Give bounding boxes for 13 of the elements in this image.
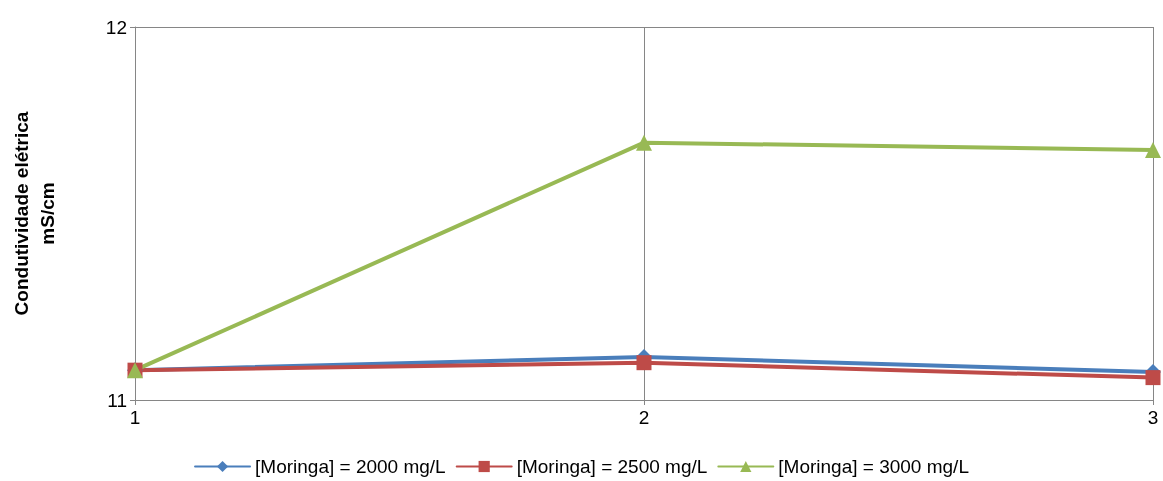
y-tick-label: 12 bbox=[105, 16, 127, 38]
legend-label: [Moringa] = 2500 mg/L bbox=[516, 456, 708, 477]
point bbox=[636, 355, 652, 371]
x-tick-label: 3 bbox=[1147, 407, 1159, 428]
y-axis-title: Condutividade elétrica mS/cm bbox=[10, 111, 58, 316]
x-tick-label: 2 bbox=[638, 407, 650, 428]
legend-label: [Moringa] = 2000 mg/L bbox=[255, 456, 446, 477]
point bbox=[1145, 142, 1161, 159]
x-tick-label: 1 bbox=[129, 407, 141, 428]
point bbox=[636, 134, 652, 151]
legend-label: [Moringa] = 3000 mg/L bbox=[778, 456, 969, 477]
point bbox=[1145, 370, 1161, 386]
y-tick-label: 11 bbox=[107, 389, 127, 411]
